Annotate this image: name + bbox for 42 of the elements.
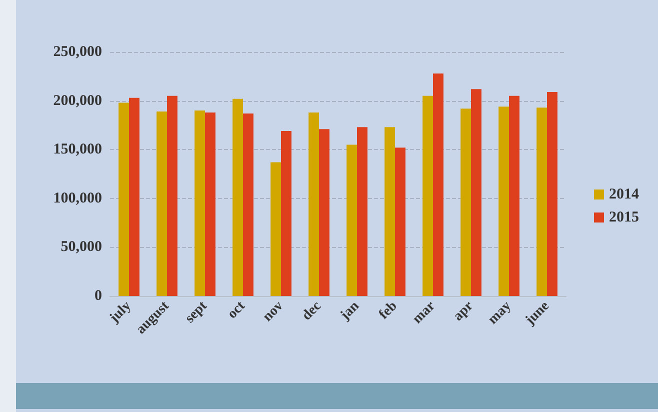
y-tick-label: 0 xyxy=(94,288,102,304)
bar xyxy=(547,92,558,296)
bar xyxy=(118,102,129,296)
y-tick-label: 200,000 xyxy=(53,92,102,109)
x-tick-label: oct xyxy=(225,298,249,322)
x-tick-label: sept xyxy=(182,298,211,326)
x-tick-label: may xyxy=(486,298,514,328)
x-tick-label: jan xyxy=(337,298,362,324)
bar xyxy=(346,144,357,296)
x-tick-label: dec xyxy=(299,298,324,324)
bar xyxy=(129,98,140,296)
bar xyxy=(422,96,433,296)
y-tick-label: 150,000 xyxy=(53,142,102,158)
x-tick-label: nov xyxy=(260,298,286,325)
y-tick-label: 250,000 xyxy=(53,44,102,60)
legend-label: 2014 xyxy=(609,186,640,202)
bar xyxy=(194,110,205,296)
x-tick-label: feb xyxy=(376,298,400,322)
bar xyxy=(205,112,216,296)
bar xyxy=(357,127,368,296)
bar xyxy=(167,96,178,296)
bar xyxy=(460,108,471,296)
bar xyxy=(319,129,330,296)
bar xyxy=(308,112,319,296)
bar xyxy=(395,148,406,296)
bar xyxy=(498,106,509,296)
x-tick-label: july xyxy=(106,298,134,326)
x-tick-label: apr xyxy=(450,298,476,324)
y-tick-label: 100,000 xyxy=(53,190,102,206)
bar xyxy=(433,73,444,296)
bar xyxy=(384,127,395,296)
bar xyxy=(281,131,292,296)
bar xyxy=(509,96,520,296)
legend-label: 2015 xyxy=(609,210,639,226)
bar xyxy=(156,112,167,296)
bar xyxy=(243,113,254,296)
bar xyxy=(270,162,281,296)
bar xyxy=(232,98,243,296)
y-tick-label: 50,000 xyxy=(60,239,102,256)
x-tick-label: mar xyxy=(410,298,438,327)
bar xyxy=(536,108,547,296)
bar xyxy=(471,89,482,296)
